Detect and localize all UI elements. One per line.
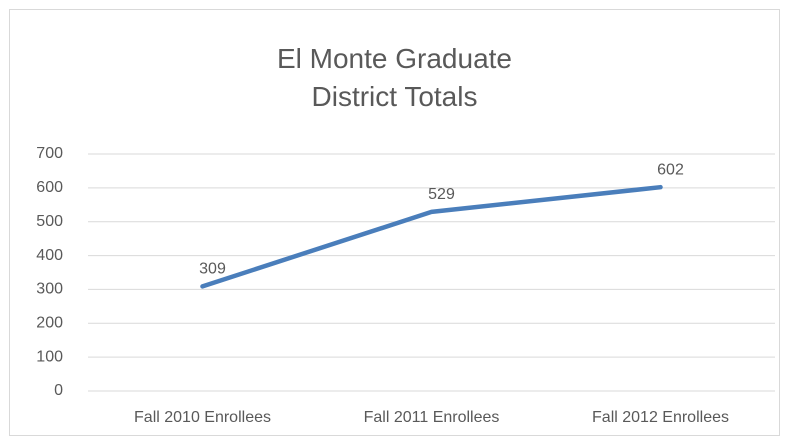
y-tick-label: 400	[36, 247, 63, 264]
x-tick-label: Fall 2011 Enrollees	[364, 409, 500, 426]
y-tick-label: 0	[54, 382, 63, 399]
line	[200, 184, 663, 289]
chart-title: El Monte Graduate District Totals	[276, 43, 513, 112]
y-tick-label: 700	[36, 145, 63, 162]
x-tick-label: Fall 2012 Enrollees	[592, 409, 729, 426]
y-tick-label: 200	[36, 315, 63, 332]
y-tick-label: 100	[36, 348, 63, 365]
y-tick-label: 600	[36, 179, 63, 196]
y-tick-label: 300	[36, 281, 63, 298]
x-tick-label: Fall 2010 Enrollees	[134, 409, 271, 426]
data-label: 602	[657, 161, 684, 178]
y-tick-label: 500	[36, 213, 63, 230]
data-label: 309	[199, 261, 226, 278]
data-label: 529	[428, 186, 455, 203]
